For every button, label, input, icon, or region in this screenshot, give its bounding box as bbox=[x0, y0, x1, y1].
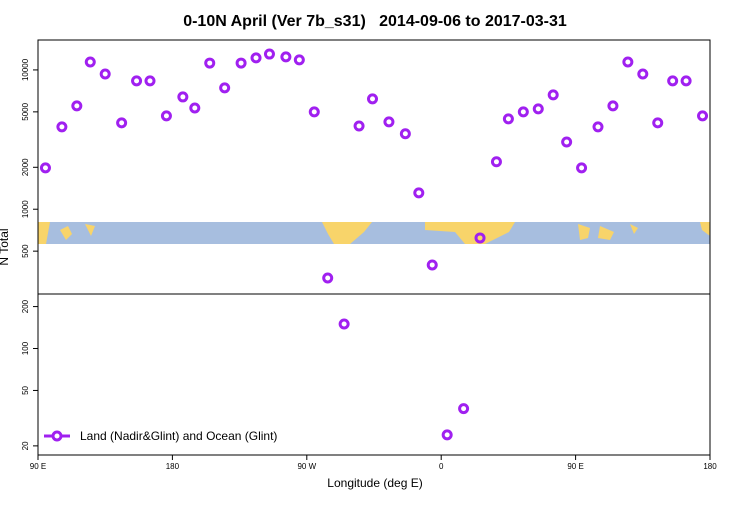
point bbox=[441, 429, 453, 441]
point bbox=[84, 56, 96, 68]
point bbox=[502, 113, 514, 125]
legend-label: Land (Nadir&Glint) and Ocean (Glint) bbox=[80, 429, 277, 443]
point bbox=[280, 51, 292, 63]
x-tick-label: 180 bbox=[166, 462, 180, 471]
point bbox=[413, 187, 425, 199]
point bbox=[219, 82, 231, 94]
point bbox=[131, 75, 143, 87]
point bbox=[189, 102, 201, 114]
y-tick-label: 1000 bbox=[21, 200, 30, 218]
x-tick-label: 0 bbox=[439, 462, 444, 471]
map-strip bbox=[38, 222, 710, 244]
point bbox=[458, 403, 470, 415]
y-tick-label: 100 bbox=[21, 341, 30, 355]
y-axis-label: N Total bbox=[0, 228, 11, 265]
y-tick-label: 20 bbox=[21, 441, 30, 450]
point bbox=[652, 117, 664, 129]
point bbox=[308, 106, 320, 118]
point bbox=[338, 318, 350, 330]
y-tick-label: 5000 bbox=[21, 102, 30, 120]
point bbox=[116, 117, 128, 129]
point bbox=[367, 93, 379, 105]
point bbox=[322, 272, 334, 284]
point bbox=[547, 89, 559, 101]
point bbox=[177, 91, 189, 103]
plot-frame bbox=[37, 39, 711, 456]
point bbox=[250, 52, 262, 64]
y-tick-label: 10000 bbox=[21, 58, 30, 81]
point bbox=[39, 162, 51, 174]
point bbox=[680, 75, 692, 87]
y-tick-label: 2000 bbox=[21, 158, 30, 176]
y-tick-label: 500 bbox=[21, 244, 30, 258]
legend: Land (Nadir&Glint) and Ocean (Glint) bbox=[44, 429, 277, 443]
point bbox=[56, 121, 68, 133]
point bbox=[353, 120, 365, 132]
y-tick-label: 50 bbox=[21, 385, 30, 394]
point bbox=[622, 56, 634, 68]
point bbox=[667, 75, 679, 87]
point bbox=[592, 121, 604, 133]
point bbox=[637, 68, 649, 80]
point bbox=[561, 136, 573, 148]
point bbox=[99, 68, 111, 80]
point bbox=[263, 48, 275, 60]
point bbox=[383, 116, 395, 128]
point bbox=[532, 103, 544, 115]
point bbox=[144, 75, 156, 87]
point bbox=[607, 100, 619, 112]
point bbox=[517, 106, 529, 118]
chart-title: 0-10N April (Ver 7b_s31) 2014-09-06 to 2… bbox=[183, 13, 567, 30]
point bbox=[490, 156, 502, 168]
point bbox=[576, 162, 588, 174]
legend-marker bbox=[51, 430, 63, 442]
y-tick-label: 200 bbox=[21, 299, 30, 313]
point bbox=[235, 57, 247, 69]
x-axis-label: Longitude (deg E) bbox=[327, 476, 422, 490]
point bbox=[160, 110, 172, 122]
point bbox=[474, 232, 486, 244]
point bbox=[697, 110, 709, 122]
point bbox=[204, 57, 216, 69]
point bbox=[426, 259, 438, 271]
x-tick-label: 90 W bbox=[297, 462, 316, 471]
point bbox=[293, 54, 305, 66]
x-tick-label: 90 E bbox=[30, 462, 46, 471]
x-tick-label: 180 bbox=[703, 462, 717, 471]
point bbox=[71, 100, 83, 112]
x-tick-label: 90 E bbox=[567, 462, 583, 471]
point bbox=[399, 128, 411, 140]
